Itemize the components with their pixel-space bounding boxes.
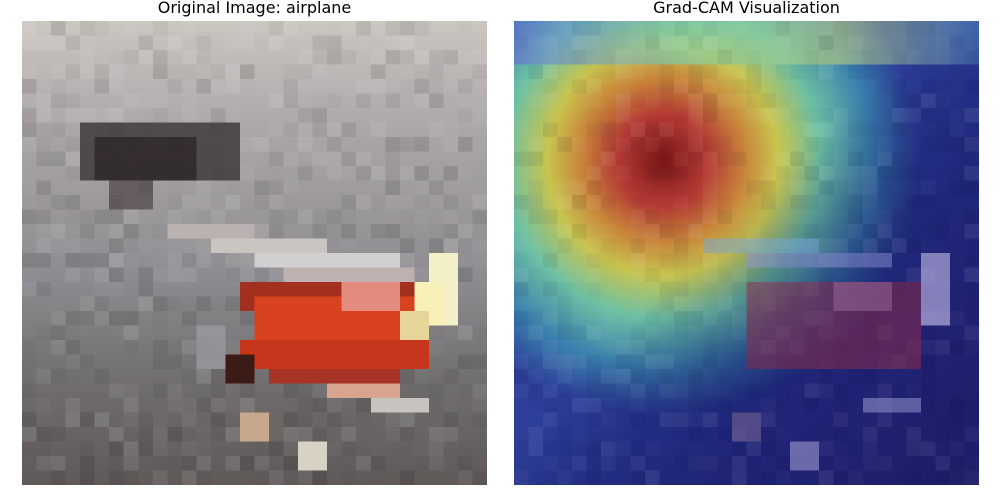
original-image-title: Original Image: airplane [157, 0, 352, 17]
original-panel: Original Image: airplane [22, 0, 487, 500]
airplane-photo [22, 21, 487, 485]
gradcam-heatmap [514, 21, 979, 485]
gradcam-title: Grad-CAM Visualization [653, 0, 840, 17]
gradcam-image [514, 21, 979, 485]
original-image [22, 21, 487, 485]
gradcam-panel: Grad-CAM Visualization [514, 0, 979, 500]
